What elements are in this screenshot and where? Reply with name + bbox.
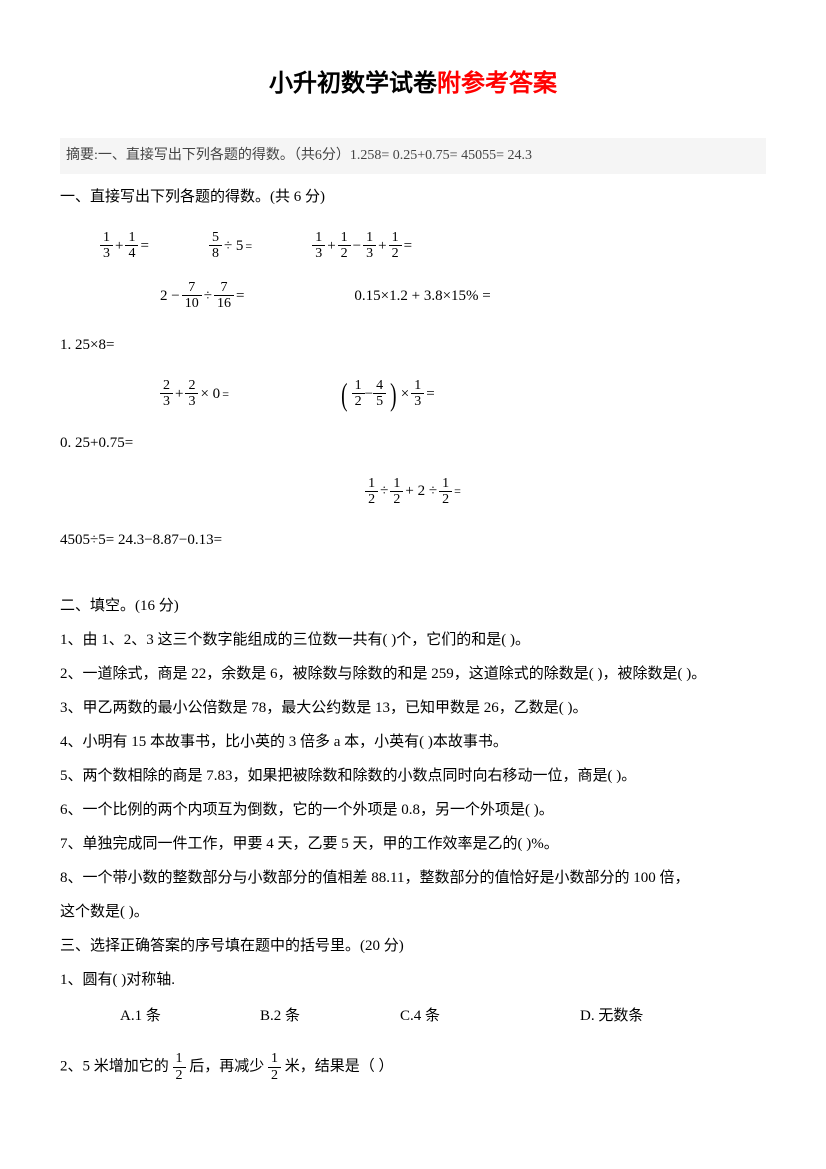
- s2-heading: 二、填空。(16 分): [60, 591, 766, 621]
- s3-q1: 1、圆有( )对称轴.: [60, 965, 766, 995]
- s1-eqrow1: 13 + 14 = 58 ÷ 5 = 13 + 12 − 13 + 12 =: [100, 230, 766, 262]
- s2-q4: 4、小明有 15 本故事书，比小英的 3 倍多 a 本，小英有( )本故事书。: [60, 727, 766, 757]
- opt-C: C.4 条: [400, 1001, 580, 1031]
- opt-D: D. 无数条: [580, 1001, 643, 1031]
- eq-4a: 12 ÷ 12 + 2 ÷ 12 =: [365, 476, 461, 508]
- title-black: 小升初数学试卷: [269, 71, 437, 97]
- eq-1a: 13 + 14 =: [100, 230, 149, 262]
- s2-q1: 1、由 1、2、3 这三个数字能组成的三位数一共有( )个，它们的和是( )。: [60, 625, 766, 655]
- s1-eqrow2: 2 − 710 ÷ 716 = 0.15×1.2 + 3.8×15% =: [160, 280, 766, 312]
- section-3: 三、选择正确答案的序号填在题中的括号里。(20 分) 1、圆有( )对称轴. A…: [60, 931, 766, 1083]
- s2-q3: 3、甲乙两数的最小公倍数是 78，最大公约数是 13，已知甲数是 26，乙数是(…: [60, 693, 766, 723]
- s1-line-a: 1. 25×8=: [60, 330, 766, 360]
- s1-line-c: 4505÷5= 24.3−8.87−0.13=: [60, 525, 766, 555]
- eq-1c: 13 + 12 − 13 + 12 =: [312, 230, 412, 262]
- section-1: 一、直接写出下列各题的得数。(共 6 分) 13 + 14 = 58 ÷ 5 =…: [60, 182, 766, 555]
- s3-heading: 三、选择正确答案的序号填在题中的括号里。(20 分): [60, 931, 766, 961]
- eq-3a: 23 + 23 × 0 =: [160, 378, 229, 410]
- s1-eqrow4: 12 ÷ 12 + 2 ÷ 12 =: [60, 476, 766, 508]
- opt-B: B.2 条: [260, 1001, 400, 1031]
- eq-1b: 58 ÷ 5 =: [209, 230, 252, 262]
- s2-q8b: 这个数是( )。: [60, 897, 766, 927]
- section-2: 二、填空。(16 分) 1、由 1、2、3 这三个数字能组成的三位数一共有( )…: [60, 591, 766, 927]
- page-title: 小升初数学试卷附参考答案: [60, 60, 766, 108]
- opt-A: A.1 条: [120, 1001, 260, 1031]
- abstract: 摘要:一、直接写出下列各题的得数。（共6分）1.258= 0.25+0.75= …: [60, 138, 766, 174]
- s1-line-b: 0. 25+0.75=: [60, 428, 766, 458]
- eq-2a: 2 − 710 ÷ 716 =: [160, 280, 244, 312]
- s1-eqrow3: 23 + 23 × 0 = 12 − 45 × 13 =: [160, 378, 766, 410]
- eq-3b: 12 − 45 × 13 =: [339, 378, 435, 410]
- s2-q8a: 8、一个带小数的整数部分与小数部分的值相差 88.11，整数部分的值恰好是小数部…: [60, 863, 766, 893]
- s2-q2: 2、一道除式，商是 22，余数是 6，被除数与除数的和是 259，这道除式的除数…: [60, 659, 766, 689]
- s2-q5: 5、两个数相除的商是 7.83，如果把被除数和除数的小数点同时向右移动一位，商是…: [60, 761, 766, 791]
- s1-heading: 一、直接写出下列各题的得数。(共 6 分): [60, 182, 766, 212]
- s2-q6: 6、一个比例的两个内项互为倒数，它的一个外项是 0.8，另一个外项是( )。: [60, 795, 766, 825]
- s3-q2: 2、5 米增加它的 12 后，再减少 12 米，结果是（ ）: [60, 1051, 766, 1083]
- eq-2b: 0.15×1.2 + 3.8×15% =: [354, 281, 490, 311]
- title-red: 附参考答案: [437, 71, 557, 97]
- s2-q7: 7、单独完成同一件工作，甲要 4 天，乙要 5 天，甲的工作效率是乙的( )%。: [60, 829, 766, 859]
- s3-q1-opts: A.1 条 B.2 条 C.4 条 D. 无数条: [120, 1001, 766, 1031]
